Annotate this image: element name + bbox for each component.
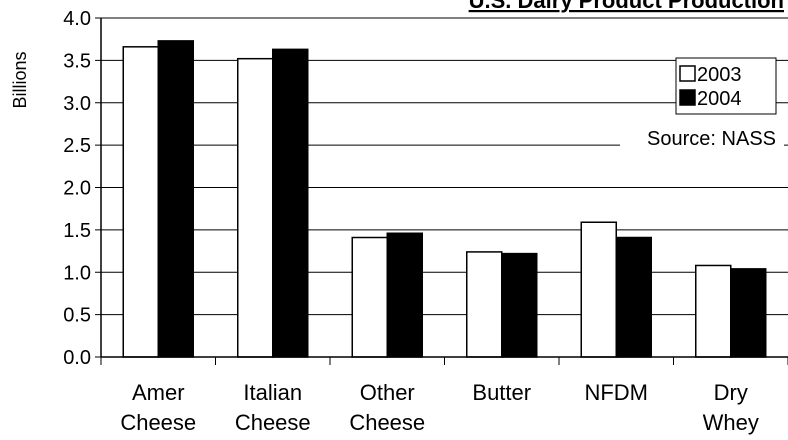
- bar-2003: [351, 236, 388, 358]
- bar-2003: [695, 264, 732, 358]
- bar-2003: [466, 251, 503, 358]
- category-label: Cheese: [349, 410, 425, 435]
- y-tick-label: 3.5: [63, 50, 91, 72]
- y-tick-label: 2.0: [63, 178, 91, 200]
- bars: [122, 40, 767, 358]
- y-tick-label: 2.5: [63, 135, 91, 157]
- bar-2003: [237, 57, 274, 358]
- y-tick-label: 0.0: [63, 347, 91, 369]
- bar-2004: [501, 252, 538, 358]
- source-note-bg: [620, 124, 784, 150]
- category-labels: Amer Cheese Italian Cheese Other Cheese Butter…: [120, 380, 759, 435]
- bar-2003: [122, 46, 159, 358]
- category-label: Whey: [703, 410, 759, 435]
- bar-2004: [386, 232, 423, 358]
- y-tick-label: 1.0: [63, 262, 91, 284]
- bar-2003: [580, 221, 617, 358]
- legend-label-2004: 2004: [697, 88, 742, 110]
- legend-label-2003: 2003: [697, 64, 742, 86]
- category-label: Dry: [714, 380, 748, 405]
- bar-2004: [730, 268, 767, 358]
- y-axis-label: Billions: [10, 51, 30, 108]
- bar-2004: [272, 48, 309, 358]
- bar-2004: [157, 40, 194, 358]
- axes: [100, 18, 788, 365]
- y-tick-labels: 0.0 0.5 1.0 1.5 2.0 2.5 3.0 3.5 4.0: [63, 8, 91, 369]
- category-label: Cheese: [120, 410, 196, 435]
- bar-2004: [615, 236, 652, 358]
- category-label: NFDM: [584, 380, 648, 405]
- category-label: Italian: [243, 380, 302, 405]
- y-tick-label: 4.0: [63, 8, 91, 30]
- category-label: Cheese: [235, 410, 311, 435]
- y-tick-label: 1.5: [63, 220, 91, 242]
- legend-swatch-2003: [679, 65, 696, 82]
- source-note: Source: NASS: [647, 128, 776, 150]
- category-label: Other: [360, 380, 415, 405]
- y-tick-label: 3.0: [63, 93, 91, 115]
- category-label: Amer: [132, 380, 185, 405]
- legend-swatch-2004: [679, 89, 696, 106]
- chart-title: U.S. Dairy Product Production: [469, 0, 784, 13]
- y-tick-label: 0.5: [63, 305, 91, 327]
- category-label: Butter: [472, 380, 531, 405]
